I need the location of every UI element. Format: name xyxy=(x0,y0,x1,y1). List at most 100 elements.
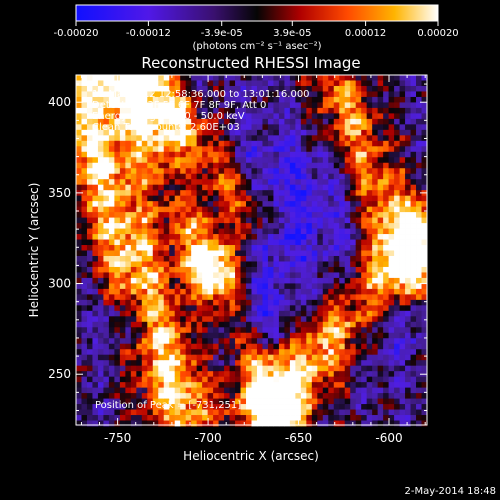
heatmap-cell xyxy=(350,146,357,153)
heatmap-cell xyxy=(344,354,351,361)
y-tick-label: 400 xyxy=(48,95,71,109)
heatmap-cell xyxy=(180,299,187,306)
heatmap-cell xyxy=(202,272,209,279)
heatmap-cell xyxy=(317,113,324,120)
heatmap-cell xyxy=(169,179,176,186)
heatmap-cell xyxy=(174,404,181,410)
heatmap-cell xyxy=(394,75,400,81)
heatmap-cell xyxy=(317,255,324,262)
heatmap-cell xyxy=(317,201,324,208)
heatmap-cell xyxy=(262,365,269,372)
heatmap-cell xyxy=(262,305,269,312)
heatmap-cell xyxy=(218,239,225,246)
heatmap-cell xyxy=(372,223,379,229)
heatmap-cell xyxy=(267,294,274,301)
heatmap-cell xyxy=(416,338,422,345)
heatmap-cell xyxy=(207,245,214,251)
heatmap-cell xyxy=(229,305,236,312)
heatmap-cell xyxy=(416,118,422,125)
heatmap-cell xyxy=(213,327,219,334)
heatmap-cell xyxy=(311,404,318,410)
heatmap-cell xyxy=(114,382,121,389)
heatmap-cell xyxy=(141,387,148,394)
heatmap-cell xyxy=(306,140,313,147)
heatmap-cell xyxy=(81,404,88,410)
heatmap-cell xyxy=(300,332,307,339)
heatmap-cell xyxy=(224,415,230,421)
heatmap-cell xyxy=(284,409,291,416)
heatmap-cell xyxy=(158,272,165,279)
heatmap-cell xyxy=(229,85,236,92)
heatmap-cell xyxy=(81,272,88,279)
heatmap-cell xyxy=(169,124,176,131)
heatmap-cell xyxy=(169,283,176,290)
heatmap-cell xyxy=(240,266,247,273)
heatmap-cell xyxy=(108,365,115,372)
heatmap-cell xyxy=(366,239,373,246)
heatmap-cell xyxy=(76,168,82,175)
heatmap-cell xyxy=(383,316,390,323)
heatmap-cell xyxy=(284,338,291,345)
heatmap-cell xyxy=(114,404,121,410)
heatmap-cell xyxy=(229,327,236,334)
heatmap-cell xyxy=(108,310,115,317)
heatmap-cell xyxy=(394,277,400,284)
heatmap-cell xyxy=(361,327,368,334)
heatmap-cell xyxy=(372,107,379,114)
heatmap-cell xyxy=(377,162,384,169)
heatmap-cell xyxy=(136,382,143,389)
heatmap-cell xyxy=(361,420,368,427)
heatmap-cell xyxy=(416,129,422,136)
heatmap-cell xyxy=(130,157,137,164)
heatmap-cell xyxy=(202,266,209,273)
heatmap-cell xyxy=(141,195,148,202)
heatmap-cell xyxy=(207,239,214,246)
heatmap-cell xyxy=(256,420,263,427)
heatmap-cell xyxy=(235,102,241,109)
heatmap-cell xyxy=(366,393,373,399)
heatmap-cell xyxy=(383,283,390,290)
heatmap-cell xyxy=(76,113,82,120)
heatmap-cell xyxy=(174,85,181,92)
heatmap-cell xyxy=(185,277,192,284)
heatmap-cell xyxy=(306,118,313,125)
heatmap-cell xyxy=(213,107,219,114)
heatmap-cell xyxy=(207,272,214,279)
heatmap-cell xyxy=(229,288,236,295)
heatmap-cell xyxy=(377,272,384,279)
heatmap-cell xyxy=(191,75,198,81)
heatmap-cell xyxy=(86,195,93,202)
heatmap-cell xyxy=(278,288,285,295)
heatmap-cell xyxy=(328,277,335,284)
heatmap-cell xyxy=(284,179,291,186)
heatmap-cell xyxy=(119,349,126,356)
heatmap-cell xyxy=(185,85,192,92)
heatmap-cell xyxy=(355,85,362,92)
heatmap-cell xyxy=(103,228,110,235)
heatmap-cell xyxy=(92,173,99,180)
heatmap-cell xyxy=(130,316,137,323)
heatmap-cell xyxy=(355,157,362,164)
heatmap-cell xyxy=(405,129,411,136)
heatmap-cell xyxy=(273,409,280,416)
heatmap-cell xyxy=(284,393,291,399)
heatmap-cell xyxy=(92,288,99,295)
heatmap-cell xyxy=(278,206,285,213)
heatmap-cell xyxy=(256,151,263,158)
heatmap-cell xyxy=(388,239,395,246)
heatmap-cell xyxy=(410,305,417,312)
heatmap-cell xyxy=(421,310,428,317)
heatmap-cell xyxy=(103,168,110,175)
heatmap-cell xyxy=(361,85,368,92)
heatmap-cell xyxy=(202,277,209,284)
heatmap-cell xyxy=(328,261,335,268)
heatmap-cell xyxy=(76,146,82,153)
heatmap-cell xyxy=(311,102,318,109)
heatmap-cell xyxy=(410,393,417,399)
heatmap-cell xyxy=(333,162,340,169)
heatmap-cell xyxy=(317,239,324,246)
heatmap-cell xyxy=(366,146,373,153)
heatmap-cell xyxy=(191,140,198,147)
heatmap-cell xyxy=(350,91,357,98)
heatmap-cell xyxy=(191,404,198,410)
